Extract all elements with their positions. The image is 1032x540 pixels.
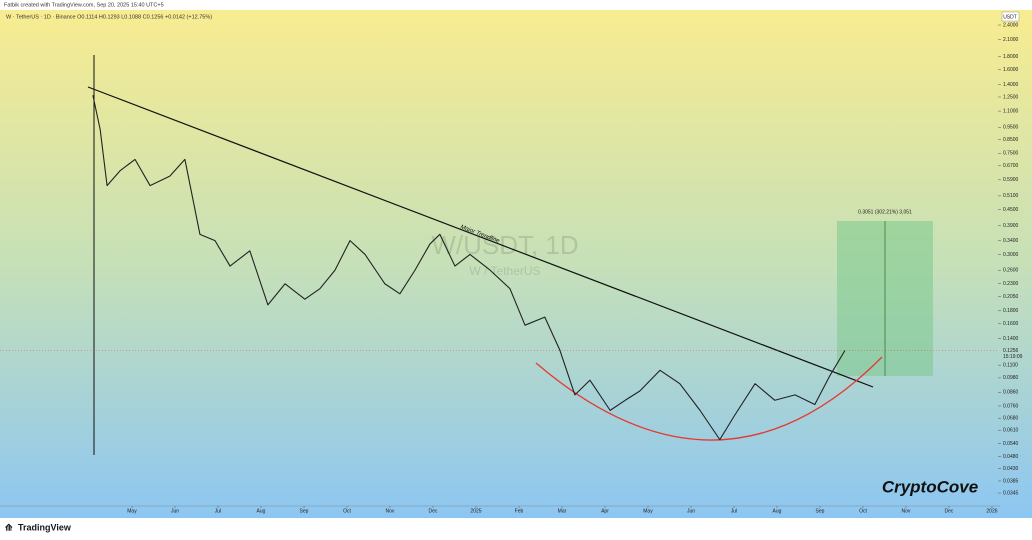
y-tick-label: 0.0480: [1003, 454, 1019, 460]
y-tick-label: 0.2300: [1003, 281, 1019, 287]
y-tick-label: 0.0430: [1003, 466, 1019, 472]
y-tick-label: 0.0980: [1003, 375, 1019, 381]
watermark-title: W/USDT, 1D: [431, 230, 578, 260]
x-tick-label: May: [643, 508, 653, 514]
x-tick-label: Jun: [687, 508, 695, 514]
y-tick-label: 0.0610: [1003, 428, 1019, 434]
y-tick-label: 1.8000: [1003, 54, 1019, 60]
watermark-subtitle: W / TetherUS: [469, 264, 540, 278]
y-tick-label: 1.4000: [1003, 82, 1019, 88]
y-tick-label: 1.1000: [1003, 108, 1019, 114]
x-tick-label: Sep: [300, 508, 309, 514]
y-tick-label: 2.4000: [1003, 22, 1019, 28]
legend-text: W · TetherUS · 1D · Binance O0.1114 H0.1…: [6, 14, 212, 20]
y-tick-label: 0.0680: [1003, 416, 1019, 422]
y-tick-label: 0.4500: [1003, 207, 1019, 213]
x-tick-label: May: [127, 508, 137, 514]
countdown: 15:19:09: [1003, 354, 1023, 360]
x-tick-label: Apr: [601, 508, 609, 514]
y-tick-label: 0.1600: [1003, 321, 1019, 327]
y-tick-label: 0.5100: [1003, 193, 1019, 199]
y-tick-label: 0.9500: [1003, 125, 1019, 131]
brand-watermark: CryptoCove: [882, 477, 978, 496]
y-tick-label: 0.0860: [1003, 390, 1019, 396]
cup-curve: [535, 356, 883, 441]
y-tick-label: 0.0540: [1003, 441, 1019, 447]
y-tick-label: 0.3400: [1003, 238, 1019, 244]
y-tick-label: 0.1100: [1003, 362, 1018, 368]
x-tick-label: Aug: [773, 508, 782, 514]
x-tick-label: Jul: [731, 508, 737, 514]
y-tick-label: 1.6000: [1003, 67, 1019, 73]
x-tick-label: Jun: [171, 508, 179, 514]
x-tick-label: Feb: [515, 508, 524, 514]
x-tick-label: Dec: [429, 508, 438, 514]
x-tick-label: Nov: [902, 508, 911, 514]
x-tick-label: 2026: [986, 508, 997, 514]
y-tick-label: 0.0760: [1003, 403, 1019, 409]
y-tick-label: 0.0345: [1003, 490, 1019, 496]
brand-logo: ⟰: [5, 522, 13, 532]
footer: [0, 518, 1032, 540]
last-price-label: 0.1256: [1003, 348, 1019, 354]
x-tick-label: Sep: [816, 508, 825, 514]
y-tick-label: 0.8500: [1003, 137, 1019, 143]
target-label: 0.3051 (302.21%) 3,051: [858, 209, 912, 215]
y-tick-label: 1.2500: [1003, 94, 1019, 100]
y-tick-label: 0.6700: [1003, 163, 1019, 169]
header: Fatbik created with TradingView.com, Sep…: [4, 2, 164, 8]
y-tick-label: 0.1400: [1003, 336, 1019, 342]
brand: TradingView: [18, 522, 72, 532]
x-tick-label: Oct: [859, 508, 867, 514]
x-tick-label: Dec: [945, 508, 954, 514]
x-tick-label: Mar: [558, 508, 567, 514]
y-tick-label: 0.2050: [1003, 294, 1019, 300]
y-tick-label: 0.2600: [1003, 268, 1019, 274]
x-tick-label: Jul: [215, 508, 221, 514]
price-line: [92, 95, 846, 441]
x-tick-label: Nov: [386, 508, 395, 514]
y-tick-label: 0.0385: [1003, 478, 1019, 484]
y-tick-label: 0.1800: [1003, 308, 1019, 314]
y-tick-label: 0.7500: [1003, 151, 1019, 157]
x-tick-label: 2025: [470, 508, 481, 514]
currency-box: [1001, 11, 1020, 22]
x-tick-label: Oct: [343, 508, 351, 514]
y-tick-label: 0.3900: [1003, 223, 1019, 229]
trendline: [87, 86, 874, 388]
y-tick-label: 0.3000: [1003, 252, 1019, 258]
y-tick-label: 2.1000: [1003, 37, 1019, 43]
x-tick-label: Aug: [257, 508, 266, 514]
y-tick-label: 0.5900: [1003, 177, 1019, 183]
currency: USDT: [1003, 14, 1017, 20]
